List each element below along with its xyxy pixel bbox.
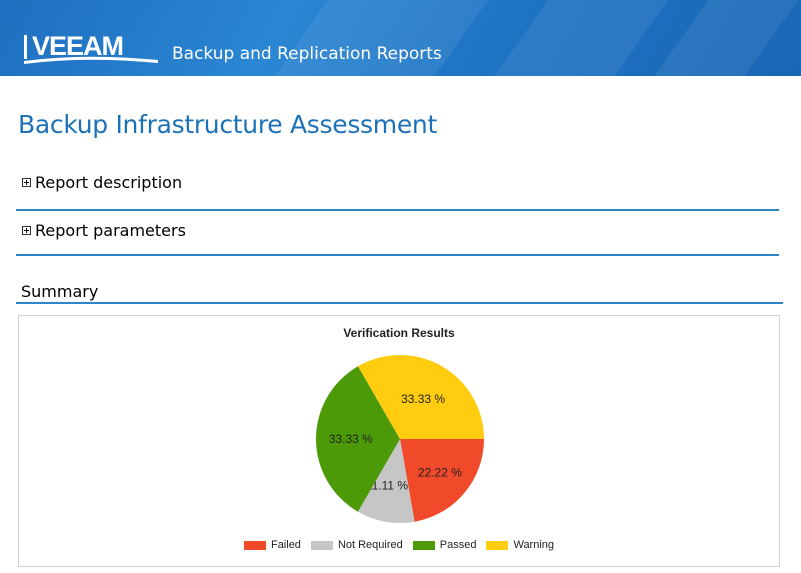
- slice-data-label: 33.33 %: [401, 392, 445, 406]
- legend-swatch: [243, 540, 266, 550]
- legend-item-not-required: Not Required: [310, 539, 403, 551]
- chart-legend: Failed Not Required Passed Warning: [19, 539, 779, 551]
- report-parameters-toggle[interactable]: Report parameters: [22, 221, 186, 240]
- pie-slice-not-required: [358, 439, 415, 523]
- banner-title: Backup and Replication Reports: [172, 44, 442, 64]
- logo-text: VEEAM: [32, 33, 123, 61]
- legend-item-passed: Passed: [412, 539, 477, 551]
- pie-slice-failed: [400, 439, 485, 522]
- legend-swatch: [412, 540, 435, 550]
- summary-heading: Summary: [21, 282, 99, 301]
- legend-label: Not Required: [337, 539, 403, 551]
- veeam-logo: VEEAM: [24, 33, 158, 64]
- legend-item-failed: Failed: [243, 539, 301, 551]
- legend-label: Warning: [513, 539, 555, 551]
- slice-data-label: 22.22 %: [418, 465, 462, 479]
- page-title: Backup Infrastructure Assessment: [18, 110, 437, 139]
- legend-label: Failed: [270, 539, 301, 551]
- section-divider: [16, 209, 779, 211]
- pie-chart: 22.22 % 11.11 % 33.33 % 33.33 %: [316, 354, 485, 523]
- summary-divider: [16, 302, 783, 304]
- section-divider: [16, 254, 779, 256]
- slice-data-label: 11.11 %: [366, 478, 409, 492]
- legend-label: Passed: [439, 539, 477, 551]
- report-description-label: Report description: [35, 173, 183, 192]
- report-parameters-label: Report parameters: [35, 221, 186, 240]
- report-description-toggle[interactable]: Report description: [22, 173, 182, 192]
- header-banner: VEEAM Backup and Replication Reports: [0, 0, 801, 76]
- chart-title: Verification Results: [343, 326, 455, 340]
- expand-plus-icon[interactable]: [22, 178, 31, 187]
- legend-item-warning: Warning: [486, 539, 554, 551]
- slice-data-label: 33.33 %: [329, 432, 373, 446]
- expand-plus-icon[interactable]: [22, 226, 31, 235]
- legend-swatch: [310, 540, 333, 550]
- pie-slice-warning: [358, 354, 484, 439]
- chart-container: Verification Results 22.22 % 11.11 % 33.33…: [18, 315, 780, 567]
- legend-swatch: [486, 540, 509, 550]
- pie-slice-passed: [316, 366, 400, 512]
